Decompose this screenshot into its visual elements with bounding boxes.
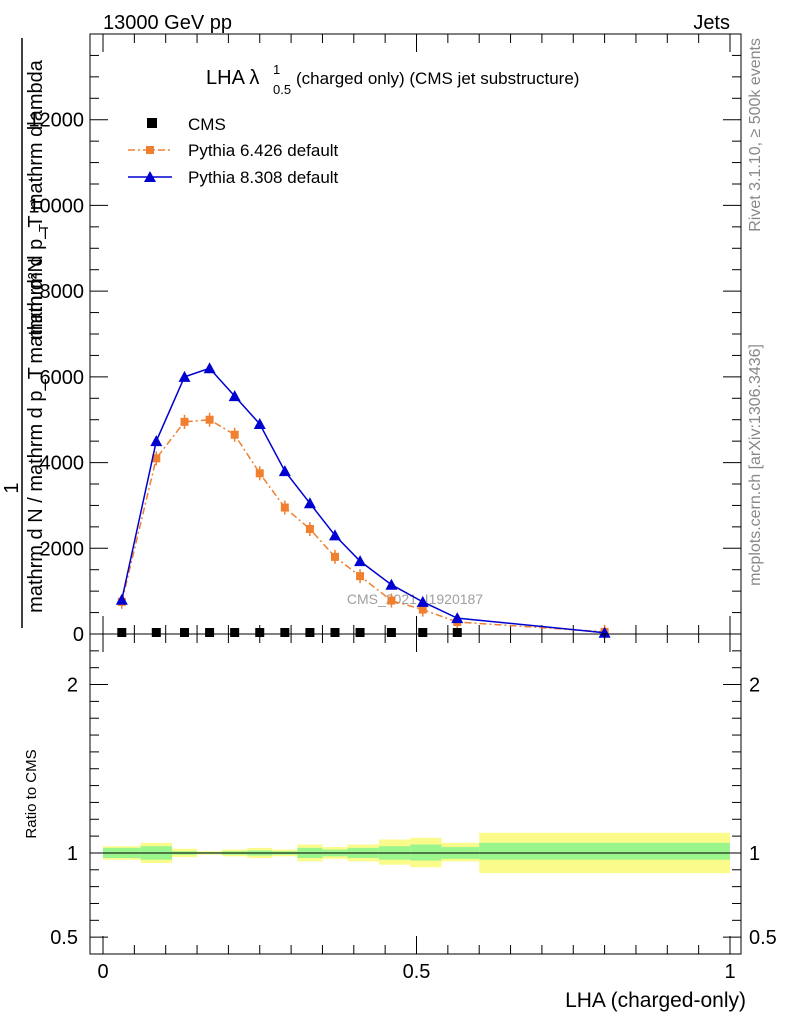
py8-point: [598, 626, 611, 638]
legend-py6-label: Pythia 6.426 default: [188, 141, 339, 160]
main-ytick-label: 0: [73, 624, 84, 646]
main-ytick-label: 10000: [28, 195, 84, 217]
py6-point: [205, 415, 214, 424]
py8-point: [416, 595, 429, 607]
py6-point: [180, 417, 189, 426]
main-ytick-labels: 0 2000 4000 6000 8000 10000 12000: [28, 110, 84, 646]
header-right: Jets: [693, 12, 730, 34]
ylabel-numerator-extra: mathrm d p_T mathrm dlambda: [25, 59, 47, 340]
ratio-ticks: [90, 634, 741, 954]
ratio-tick-labels: 0.5 0.5 1 1 2 2 0 0.5 1: [50, 675, 777, 983]
ylabel-prefix: 1: [1, 482, 23, 493]
cms-point: [386, 628, 396, 637]
mcplots-label: mcplots.cern.ch [arXiv:1306.3436]: [747, 344, 764, 586]
cms-point: [230, 628, 240, 637]
cms-point: [452, 628, 462, 637]
ratio-bands: [103, 832, 730, 874]
py6-point: [387, 596, 396, 605]
py8-point: [203, 362, 216, 374]
title-sub: 0.5: [273, 82, 291, 97]
legend: CMS Pythia 6.426 default Pythia 8.308 de…: [128, 115, 339, 187]
main-ytick-label: 8000: [40, 281, 85, 303]
ratio-ytick-label: 2: [67, 675, 78, 697]
xlabel: LHA (charged-only): [565, 989, 746, 1012]
cms-point: [180, 628, 190, 637]
cms-point: [205, 628, 215, 637]
py8-point: [150, 435, 163, 447]
title-sup: 1: [273, 62, 280, 77]
ylabel-denominator: mathrm d N / mathrm d p_T: [25, 367, 47, 613]
ratio-ytick-label-right: 2: [749, 675, 760, 697]
py8-point: [228, 390, 241, 402]
cms-point: [117, 628, 127, 637]
watermark: CMS_2021_I1920187: [347, 591, 483, 607]
ratio-xtick-label: 0: [97, 961, 108, 983]
cms-point: [151, 628, 161, 637]
title-main: LHA λ: [206, 67, 259, 89]
ratio-ytick-label-right: 1: [749, 843, 760, 865]
title-rest: (charged only) (CMS jet substructure): [296, 69, 579, 88]
legend-py8-marker: [144, 171, 156, 182]
legend-py6-marker: [146, 146, 154, 154]
py6-point: [280, 503, 289, 512]
py8-point: [178, 370, 191, 382]
legend-cms-marker: [147, 118, 157, 128]
py6-point: [418, 605, 427, 614]
rivet-label: Rivet 3.1.10, ≥ 500k events: [747, 38, 764, 232]
ratio-ylabel: Ratio to CMS: [23, 749, 40, 838]
py6-point: [255, 469, 264, 478]
main-ytick-label: 4000: [40, 453, 85, 475]
ylabel-sub: T: [36, 224, 51, 232]
ratio-frame: [89, 633, 742, 955]
py8-point: [278, 465, 291, 477]
main-ylabel: mathrm d²N mathrm d p_T mathrm dlambda 1…: [1, 38, 51, 628]
ratio-ytick-label-right: 0.5: [749, 927, 777, 949]
main-ytick-label: 2000: [40, 538, 85, 560]
cms-point: [355, 628, 365, 637]
py8-point: [253, 418, 266, 429]
py6-point: [356, 572, 365, 581]
py8-point: [354, 555, 367, 567]
cms-point: [280, 628, 290, 637]
py6-point: [330, 552, 339, 561]
legend-cms-label: CMS: [188, 115, 226, 134]
ylabel-numerator: mathrm d²N: [25, 258, 47, 364]
main-ytick-label: 12000: [28, 110, 84, 132]
legend-py8-label: Pythia 8.308 default: [188, 168, 339, 187]
py8-point: [115, 593, 128, 605]
cms-point: [418, 628, 428, 637]
ratio-xtick-label: 0.5: [403, 961, 431, 983]
main-ytick-label: 6000: [40, 367, 85, 389]
py6-point: [230, 430, 239, 439]
py8-point: [451, 612, 464, 624]
ratio-band-inner: [479, 842, 730, 860]
header-left: 13000 GeV pp: [103, 12, 232, 34]
py6-point: [152, 454, 161, 463]
cms-point: [330, 628, 340, 637]
py8-point: [303, 497, 316, 509]
ratio-ytick-label: 1: [67, 843, 78, 865]
cms-point: [255, 628, 265, 637]
chart-title: LHA λ 1 0.5 (charged only) (CMS jet subs…: [206, 62, 579, 97]
py8-point: [385, 578, 398, 590]
cms-point: [305, 628, 315, 637]
ratio-ytick-label: 0.5: [50, 927, 78, 949]
ratio-xtick-label: 1: [724, 961, 735, 983]
py6-line: [121, 418, 605, 633]
py6-point: [305, 525, 314, 533]
py8-line: [121, 367, 605, 634]
py8-point: [328, 529, 341, 541]
